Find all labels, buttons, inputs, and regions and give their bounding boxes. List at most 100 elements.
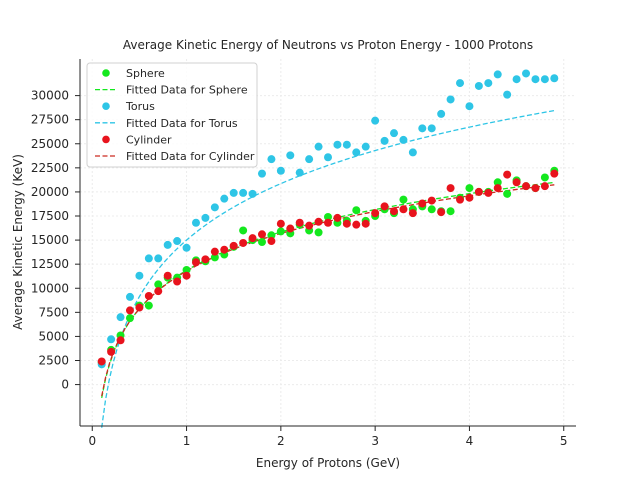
data-point	[229, 188, 238, 197]
data-point	[540, 75, 549, 84]
data-point	[361, 142, 370, 151]
y-tick-label: 12500	[31, 257, 69, 271]
data-point	[116, 336, 125, 345]
data-point	[531, 75, 540, 84]
data-point	[267, 231, 276, 240]
data-point	[522, 69, 531, 78]
data-point	[305, 221, 314, 230]
x-tick-label: 3	[371, 434, 379, 448]
data-point	[493, 178, 502, 187]
data-point	[352, 220, 361, 229]
data-point	[399, 135, 408, 144]
data-point	[97, 357, 106, 366]
ticks: 0 1 2 3 4 5 0 2500 5000 7500 10000 12500 15000 17500 2…	[31, 89, 568, 448]
data-point	[239, 238, 248, 247]
data-point	[342, 140, 351, 149]
data-point	[257, 169, 266, 178]
data-point	[267, 155, 276, 164]
y-axis-label: Average Kinetic Energy (KeV)	[11, 154, 25, 330]
data-point	[418, 124, 427, 133]
data-point	[144, 254, 153, 263]
data-point	[512, 75, 521, 84]
data-point	[135, 303, 144, 312]
data-point	[503, 189, 512, 198]
data-point	[522, 182, 531, 191]
data-point	[371, 116, 380, 125]
data-point	[201, 255, 210, 264]
data-point	[314, 217, 323, 226]
data-point	[173, 237, 182, 246]
data-point	[399, 195, 408, 204]
y-tick-label: 10000	[31, 281, 69, 295]
data-point	[493, 184, 502, 193]
legend-label: Fitted Data for Cylinder	[126, 150, 255, 163]
data-point	[352, 206, 361, 215]
legend-marker	[102, 135, 110, 144]
y-tick-label: 25000	[31, 137, 69, 151]
data-point	[390, 129, 399, 138]
data-point	[380, 202, 389, 211]
data-point	[257, 230, 266, 239]
data-point	[154, 254, 163, 263]
data-point	[125, 306, 134, 315]
data-point	[201, 213, 210, 222]
data-point	[286, 151, 295, 160]
data-point	[531, 184, 540, 193]
data-point	[154, 280, 163, 289]
data-point	[399, 205, 408, 214]
y-tick-label: 20000	[31, 185, 69, 199]
y-tick-label: 7500	[38, 305, 69, 319]
data-point	[503, 90, 512, 99]
data-point	[257, 238, 266, 247]
data-point	[465, 184, 474, 193]
data-point	[163, 271, 172, 280]
data-point	[465, 193, 474, 202]
y-tick-label: 0	[61, 378, 69, 392]
data-point	[276, 227, 285, 236]
x-tick-label: 0	[88, 434, 96, 448]
data-point	[286, 224, 295, 233]
data-point	[220, 245, 229, 254]
data-point	[333, 140, 342, 149]
data-point	[210, 253, 219, 262]
data-point	[324, 218, 332, 227]
data-point	[125, 292, 134, 301]
data-point	[191, 218, 200, 227]
data-point	[107, 335, 116, 344]
data-point	[144, 301, 153, 310]
data-point	[371, 209, 380, 218]
data-point	[305, 155, 314, 164]
y-tick-label: 30000	[31, 89, 69, 103]
legend-label: Fitted Data for Sphere	[126, 84, 248, 97]
data-point	[182, 271, 191, 280]
y-tick-label: 27500	[31, 113, 69, 127]
data-point	[210, 247, 219, 256]
x-tick-label: 4	[466, 434, 474, 448]
data-point	[107, 347, 116, 356]
legend: Sphere Fitted Data for Sphere Torus Fitted …	[86, 62, 258, 168]
data-point	[135, 271, 144, 280]
data-point	[390, 207, 399, 216]
data-point	[408, 148, 417, 157]
data-point	[512, 178, 521, 187]
data-point	[324, 212, 332, 221]
data-point	[446, 95, 455, 104]
y-tick-label: 2500	[38, 353, 69, 367]
data-point	[446, 184, 455, 193]
data-point	[295, 218, 304, 227]
data-point	[173, 277, 182, 286]
data-point	[474, 187, 483, 196]
data-point	[210, 203, 219, 212]
data-point	[456, 195, 465, 204]
data-point	[427, 196, 436, 205]
data-point	[314, 228, 323, 237]
data-point	[540, 182, 549, 191]
data-point	[550, 169, 559, 178]
data-point	[239, 226, 248, 235]
legend-label: Sphere	[126, 67, 165, 80]
data-point	[352, 148, 361, 157]
y-tick-label: 17500	[31, 209, 69, 223]
legend-marker	[102, 69, 110, 77]
data-point	[550, 74, 559, 83]
legend-marker	[102, 102, 110, 110]
